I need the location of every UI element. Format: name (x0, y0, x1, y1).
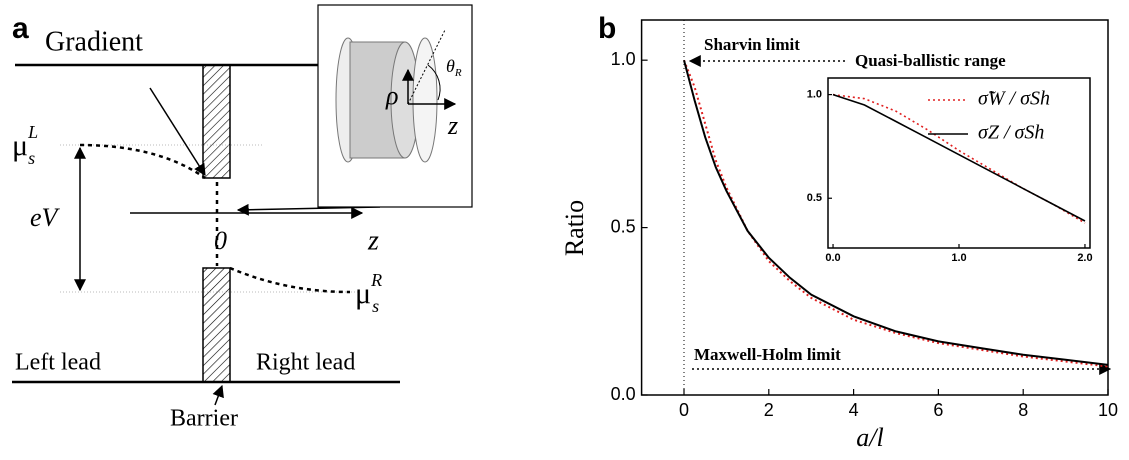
barrier-top (202, 64, 231, 179)
panel-b: b a/l Ratio Sharvin limit Quasi-ballisti… (560, 12, 1112, 452)
x-tick-label: 1.0 (951, 252, 966, 264)
x-tick-label: 2 (764, 400, 774, 420)
panel-label: b (598, 12, 616, 45)
y-tick-label: 0.5 (611, 216, 636, 236)
inset-a: ρ θR z (317, 4, 473, 208)
panel-label: a (12, 12, 29, 45)
potential-left (79, 143, 206, 180)
potential-right (229, 266, 351, 294)
series-line (683, 59, 1109, 368)
x-tick-label: 6 (933, 400, 943, 420)
barrier-bottom (202, 267, 231, 383)
ev-label: eV (30, 203, 61, 232)
quasi-label: Quasi-ballistic range (855, 51, 1006, 70)
z-label: z (367, 225, 379, 256)
x-tick-label: 0.0 (825, 252, 840, 264)
mu-base: μ (12, 129, 28, 162)
angle-arc (427, 64, 441, 101)
series-line (683, 59, 1109, 366)
x-tick-label: 10 (1098, 400, 1118, 420)
y-tick-label: 0.5 (807, 192, 822, 204)
legend-label: σZ / σSh (978, 122, 1044, 144)
y-tick-label: 1.0 (807, 88, 822, 100)
series-line (832, 93, 1086, 222)
disk-right (412, 37, 438, 163)
theta-sub: R (454, 67, 462, 79)
sharvin-label: Sharvin limit (704, 35, 800, 54)
mu-sub: s (28, 148, 35, 168)
y-tick-label: 0.0 (611, 384, 636, 404)
mu-sup: R (370, 270, 382, 290)
mu-right: μR s (355, 270, 382, 316)
gradient-arrow (149, 87, 206, 177)
rho-label: ρ (385, 81, 398, 110)
inset-ray (407, 29, 446, 105)
x-tick-label: 0 (679, 400, 689, 420)
barrier-label: Barrier (170, 406, 238, 432)
plot-frame (640, 19, 1109, 396)
right-lead: Right lead (256, 350, 355, 376)
x-tick-label: 4 (849, 400, 859, 420)
left-lead: Left lead (15, 350, 101, 376)
legend-label: σ̃W / σSh (978, 88, 1050, 110)
inset-z-label: z (447, 111, 458, 140)
y-axis-label: Ratio (560, 200, 589, 256)
theta-base: θ (446, 56, 455, 76)
panel-a: a Gradient μL s μR s eV 0 z Left lead Righ… (12, 4, 473, 432)
plot-frame (827, 77, 1091, 249)
maxwell-label: Maxwell-Holm limit (694, 345, 841, 364)
mu-sub: s (372, 296, 379, 316)
origin-label: 0 (214, 226, 227, 255)
y-tick-label: 1.0 (611, 49, 636, 69)
mu-sup: L (27, 122, 38, 142)
theta-label: θR (446, 56, 462, 78)
x-tick-label: 2.0 (1077, 252, 1092, 264)
mu-left: μL s (12, 122, 38, 168)
barrier-arrow (212, 384, 224, 406)
x-tick-label: 8 (1018, 400, 1028, 420)
x-axis-label: a/l (856, 423, 883, 452)
mu-base: μ (355, 277, 371, 310)
gradient-label: Gradient (45, 26, 143, 57)
